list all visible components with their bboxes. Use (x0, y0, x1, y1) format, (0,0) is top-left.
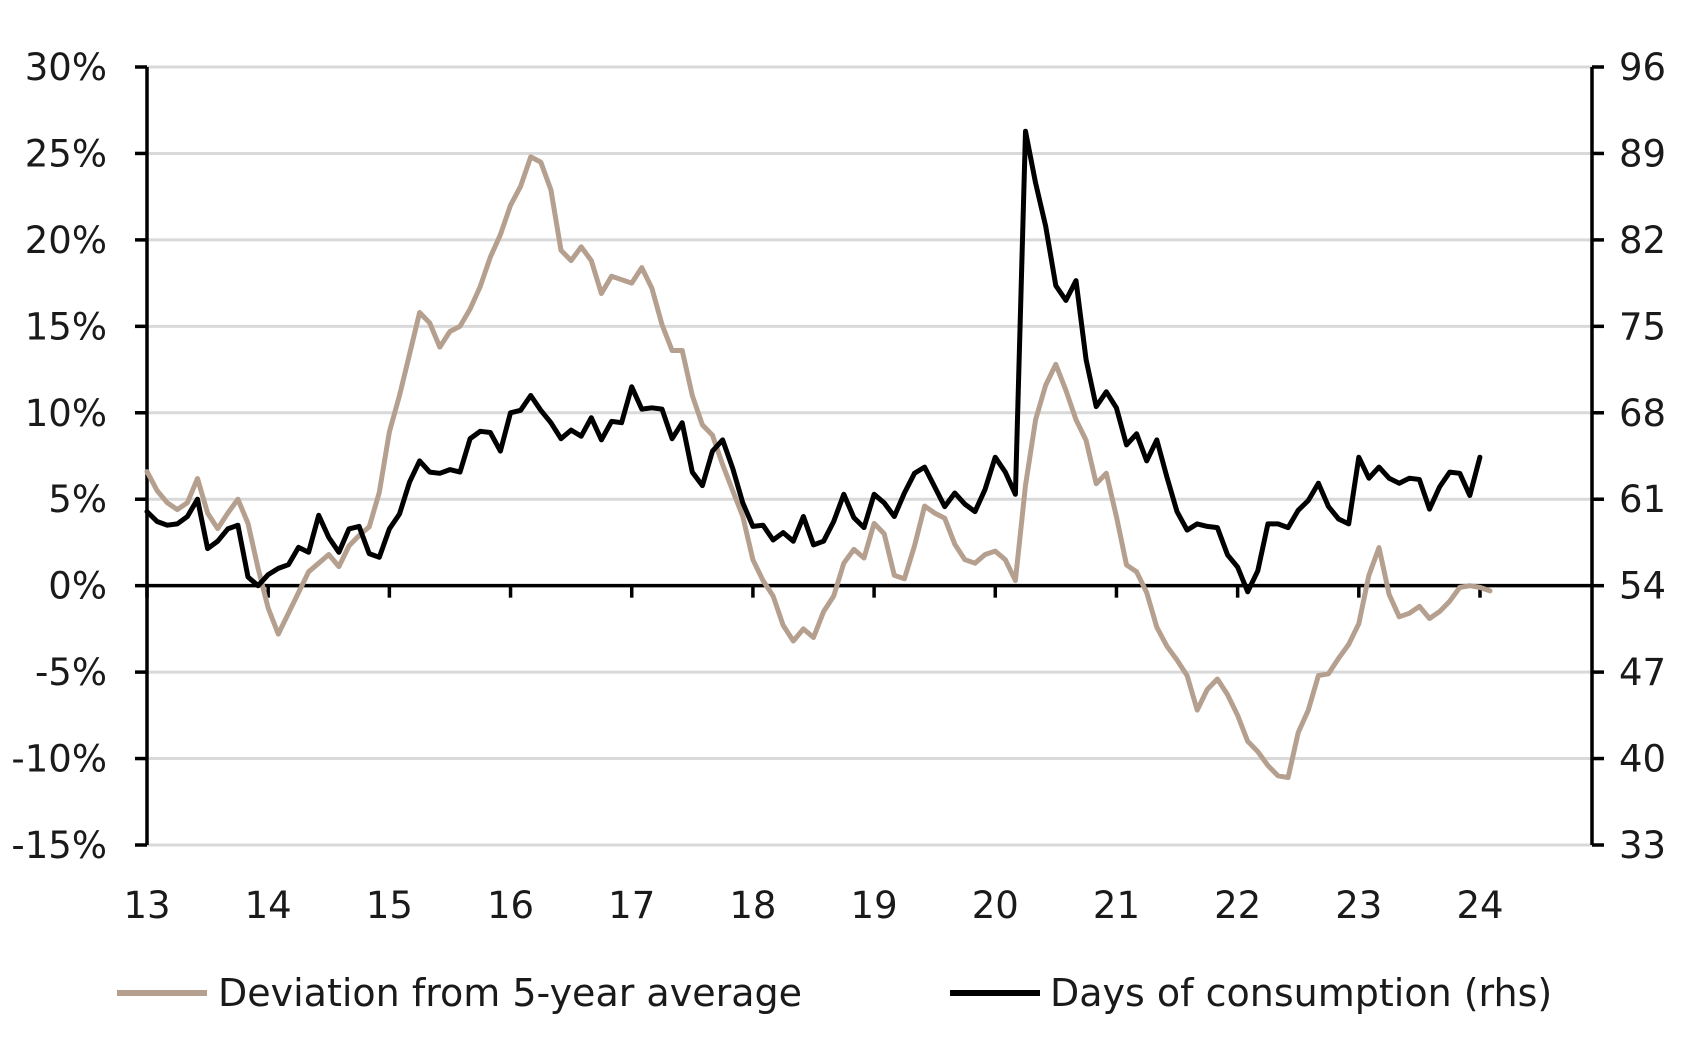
left-axis-tick-label: 0% (48, 565, 107, 608)
legend-label: Deviation from 5-year average (218, 971, 802, 1015)
x-axis-tick-label: 16 (487, 884, 534, 927)
right-axis-tick-label: 54 (1619, 565, 1666, 608)
series-line-deviation (144, 154, 1493, 781)
x-axis-tick-label: 15 (366, 884, 413, 927)
legend-item-deviation: Deviation from 5-year average (117, 971, 802, 1015)
series-line-days (144, 128, 1483, 595)
left-axis-tick-label: 30% (25, 46, 107, 89)
grid-lines (147, 65, 1592, 847)
right-axis-tick-label: 47 (1619, 651, 1666, 694)
right-axis-tick-label: 40 (1619, 738, 1666, 781)
legend-item-days: Days of consumption (rhs) (950, 971, 1552, 1015)
x-axis-tick-label: 21 (1093, 884, 1140, 927)
x-axis-tick-label: 24 (1456, 884, 1503, 927)
right-axis-tick-label: 82 (1619, 219, 1666, 262)
legend-label: Days of consumption (rhs) (1050, 971, 1552, 1015)
x-axis-tick-label: 23 (1335, 884, 1382, 927)
right-axis-tick-label: 75 (1619, 305, 1666, 348)
series-lines (144, 128, 1493, 781)
right-axis: 96 89 82 75 68 61 54 47 40 33 (1590, 46, 1666, 867)
left-axis-tick-label: 15% (25, 305, 107, 348)
x-axis-tick-label: 20 (972, 884, 1019, 927)
right-axis-tick-label: 89 (1619, 132, 1666, 175)
x-axis-tick-label: 14 (245, 884, 292, 927)
x-axis-tick-label: 19 (851, 884, 898, 927)
left-axis-tick-label: 10% (25, 392, 107, 435)
x-axis-tick-label: 13 (123, 884, 170, 927)
left-axis-tick-label: 5% (48, 478, 107, 521)
right-axis-tick-label: 68 (1619, 392, 1666, 435)
x-axis-tick-label: 17 (608, 884, 655, 927)
right-axis-tick-label: 61 (1619, 478, 1666, 521)
left-axis-tick-label: -10% (11, 738, 107, 781)
x-axis: 13 14 15 16 17 18 19 20 21 22 23 24 (123, 583, 1592, 927)
right-axis-tick-label: 33 (1619, 824, 1666, 867)
left-axis-tick-label: -15% (11, 824, 107, 867)
left-axis: 30% 25% 20% 15% 10% 5% 0% -5% -10% -15% (11, 46, 149, 867)
legend: Deviation from 5-year average Days of con… (117, 971, 1552, 1015)
x-axis-tick-label: 18 (729, 884, 776, 927)
left-axis-tick-label: -5% (35, 651, 107, 694)
left-axis-tick-label: 25% (25, 132, 107, 175)
right-axis-tick-label: 96 (1619, 46, 1666, 89)
left-axis-tick-label: 20% (25, 219, 107, 262)
x-axis-tick-label: 22 (1214, 884, 1261, 927)
